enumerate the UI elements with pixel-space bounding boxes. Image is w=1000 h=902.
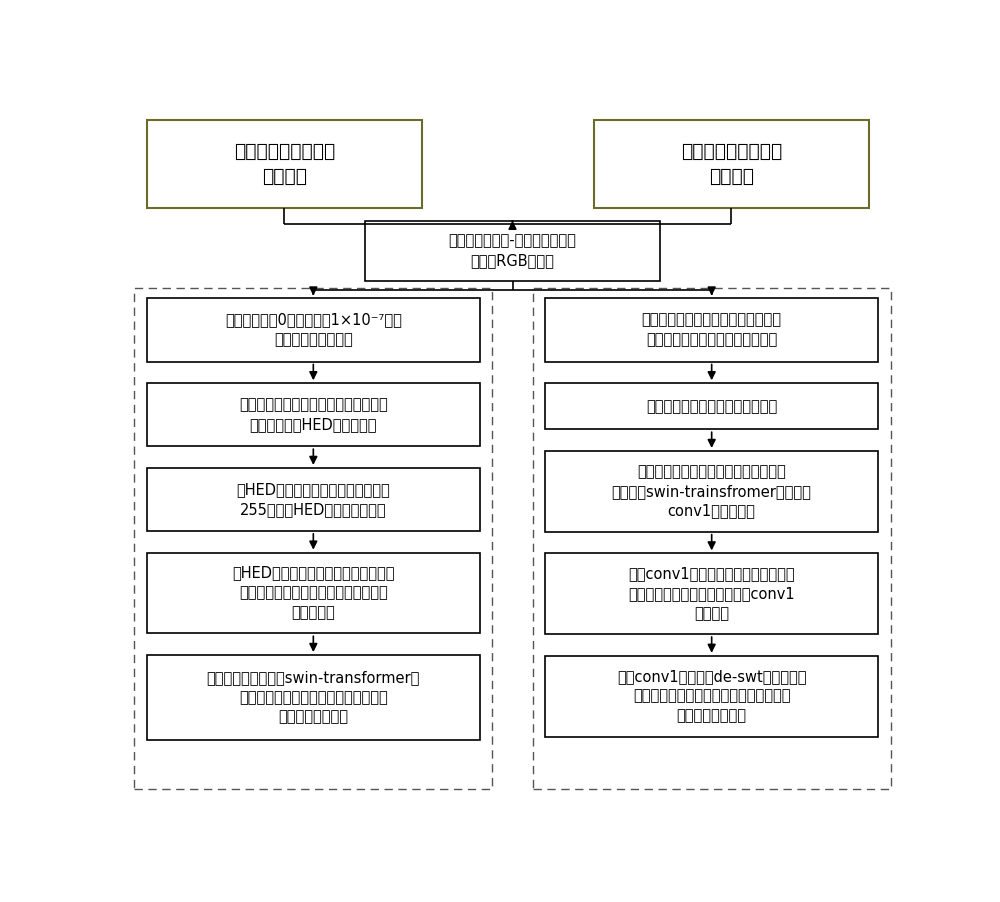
Text: 获取经过苏木精-伊红染色的组织
病理学RGB图像。: 获取经过苏木精-伊红染色的组织 病理学RGB图像。 xyxy=(449,234,576,268)
FancyBboxPatch shape xyxy=(147,120,422,208)
FancyBboxPatch shape xyxy=(147,299,480,362)
FancyBboxPatch shape xyxy=(365,221,660,281)
Text: 使用训练集对修改的swin-transformer模
型进行训练，用验证集进行验证，选取
最佳的网络模型。: 使用训练集对修改的swin-transformer模 型进行训练，用验证集进行验… xyxy=(207,670,420,724)
Text: 对HED颜色空间图像划分训练集、测试
集、验证集，并对训练集图像进行在线
数据增强。: 对HED颜色空间图像划分训练集、测试 集、验证集，并对训练集图像进行在线 数据增… xyxy=(232,566,395,621)
Text: 将标准颜色反卷积矩阵作为参数加载到
修改后的swin-trainsfromer模型中的
conv1卷积层中。: 将标准颜色反卷积矩阵作为参数加载到 修改后的swin-trainsfromer模… xyxy=(612,464,812,519)
Text: 将数据集图像0像素值置为1×10⁻⁷，并
对像素进行标准化。: 将数据集图像0像素值置为1×10⁻⁷，并 对像素进行标准化。 xyxy=(225,313,402,347)
FancyBboxPatch shape xyxy=(147,383,480,446)
FancyBboxPatch shape xyxy=(594,120,869,208)
Text: 对所有图像进行归一化与标准化。: 对所有图像进行归一化与标准化。 xyxy=(646,399,777,414)
Text: 在线图像颜色反卷积
方案流程: 在线图像颜色反卷积 方案流程 xyxy=(681,142,782,186)
FancyBboxPatch shape xyxy=(147,553,480,633)
Text: 对HED染色矩阵进行归一化，再乘以
255，得到HED颜色空间图像。: 对HED染色矩阵进行归一化，再乘以 255，得到HED颜色空间图像。 xyxy=(236,482,390,517)
FancyBboxPatch shape xyxy=(545,451,878,532)
Text: 修改conv1卷积层学习率，使用训练集
对模型进行微调，选择出最佳的conv1
层参数。: 修改conv1卷积层学习率，使用训练集 对模型进行微调，选择出最佳的conv1 … xyxy=(628,566,795,621)
FancyBboxPatch shape xyxy=(147,468,480,531)
Text: 离线图像颜色反卷积
方案流程: 离线图像颜色反卷积 方案流程 xyxy=(234,142,335,186)
FancyBboxPatch shape xyxy=(545,299,878,362)
FancyBboxPatch shape xyxy=(545,553,878,634)
Text: 迁移conv1层参数到de-swt模型中，使
用训练集进行微调，验证集进行验证，选
出最佳的网络模型: 迁移conv1层参数到de-swt模型中，使 用训练集进行微调，验证集进行验证，… xyxy=(617,669,806,723)
FancyBboxPatch shape xyxy=(545,656,878,737)
Text: 将数据集划分训练集、测试集、验证
集，对训练集进行在线数据增强。: 将数据集划分训练集、测试集、验证 集，对训练集进行在线数据增强。 xyxy=(642,313,782,347)
FancyBboxPatch shape xyxy=(147,655,480,740)
Text: 使用标准颜色反卷积矩阵对图像进行染
色分离，得到HED染色矩阵。: 使用标准颜色反卷积矩阵对图像进行染 色分离，得到HED染色矩阵。 xyxy=(239,397,388,432)
FancyBboxPatch shape xyxy=(545,383,878,429)
